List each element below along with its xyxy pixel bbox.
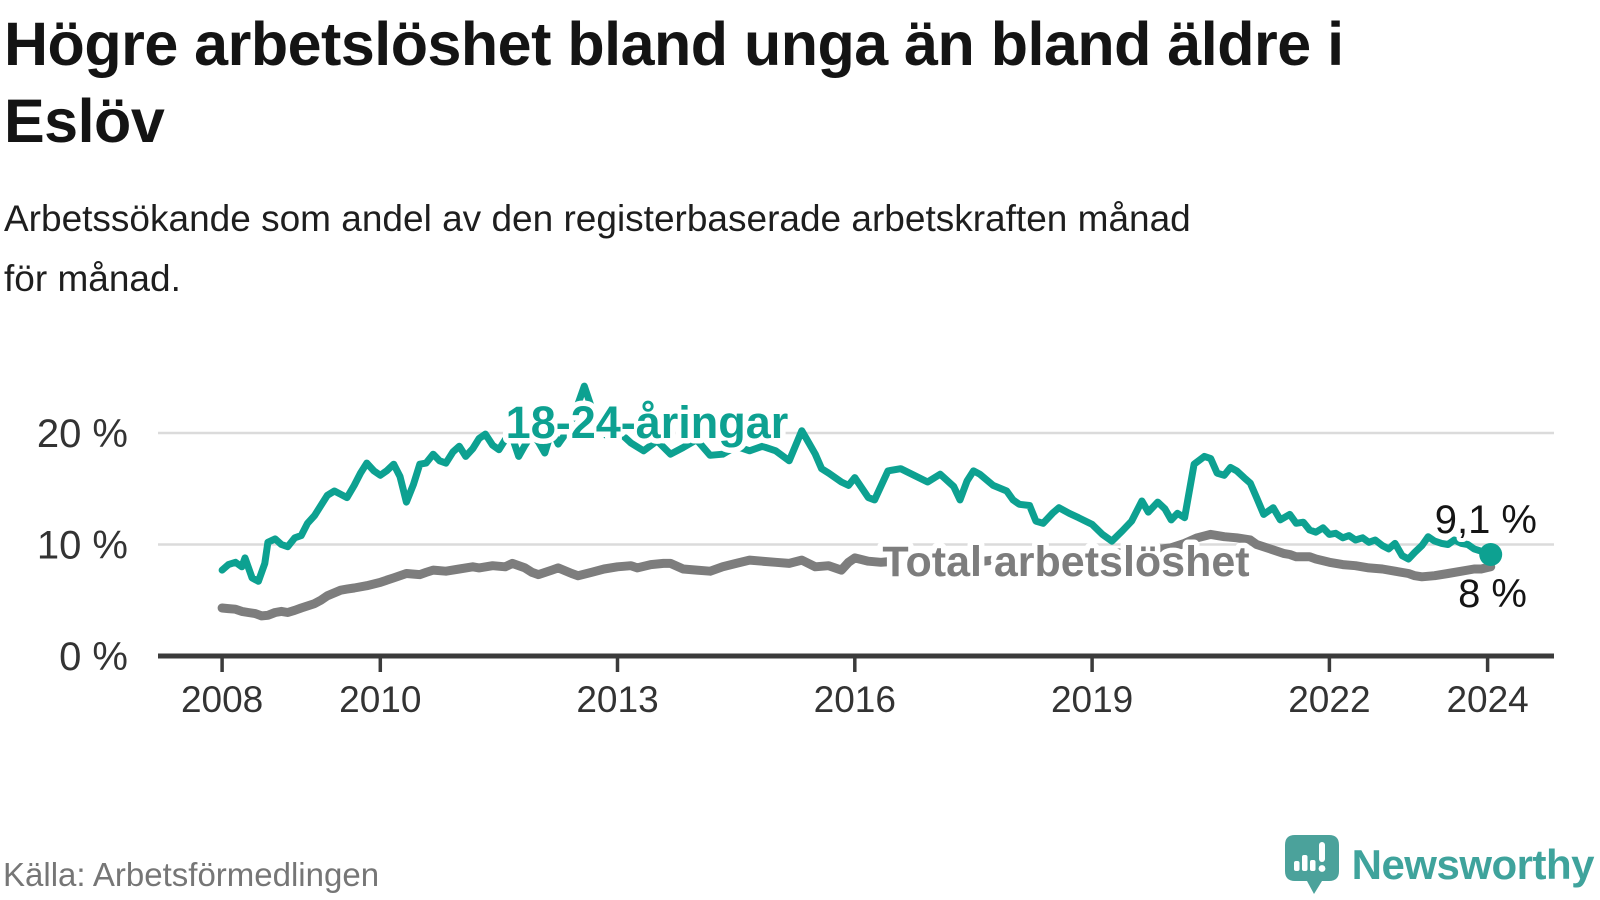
series-label-youth: 18-24-åringar bbox=[506, 397, 789, 448]
latest-value-label-youth: 9,1 % bbox=[1435, 498, 1537, 542]
x-tick-label-2022: 2022 bbox=[1288, 679, 1370, 720]
series-label-total: Total arbetslöshet bbox=[882, 538, 1249, 586]
data-series bbox=[217, 382, 1496, 621]
line-total bbox=[217, 529, 1496, 621]
x-tick-label-2016: 2016 bbox=[814, 679, 896, 720]
newsworthy-branding: Newsworthy bbox=[1284, 832, 1595, 898]
title-line-2: Eslöv bbox=[4, 87, 165, 155]
x-tick-label-2010: 2010 bbox=[339, 679, 421, 720]
x-tick-label-2008: 2008 bbox=[181, 679, 263, 720]
newsworthy-wordmark: Newsworthy bbox=[1351, 841, 1595, 888]
subtitle-line-1: Arbetssökande som andel av den registerb… bbox=[4, 198, 1191, 239]
chart-subtitle: Arbetssökande som andel av den registerb… bbox=[4, 189, 1191, 309]
x-tick-label-2019: 2019 bbox=[1051, 679, 1133, 720]
newsworthy-logo-icon bbox=[1284, 835, 1339, 894]
gridlines: 0 % 10 % 20 % bbox=[37, 412, 1554, 679]
y-tick-label-20: 20 % bbox=[37, 412, 128, 456]
latest-point-dot bbox=[1479, 543, 1503, 566]
title-line-1: Högre arbetslöshet bland unga än bland ä… bbox=[4, 10, 1344, 78]
source-attribution: Källa: Arbetsförmedlingen bbox=[3, 856, 380, 893]
line-youth bbox=[218, 382, 1495, 585]
page-title: Högre arbetslöshet bland unga än bland ä… bbox=[4, 6, 1344, 160]
x-tick-label-2013: 2013 bbox=[576, 679, 658, 720]
x-axis: 2008 2010 2013 2016 2019 2022 2024 bbox=[158, 653, 1554, 720]
x-tick-label-2024: 2024 bbox=[1446, 679, 1528, 720]
y-tick-label-0: 0 % bbox=[59, 635, 128, 679]
latest-value-label-total: 8 % bbox=[1458, 572, 1527, 616]
y-tick-label-10: 10 % bbox=[37, 524, 128, 568]
subtitle-line-2: för månad. bbox=[4, 258, 181, 299]
